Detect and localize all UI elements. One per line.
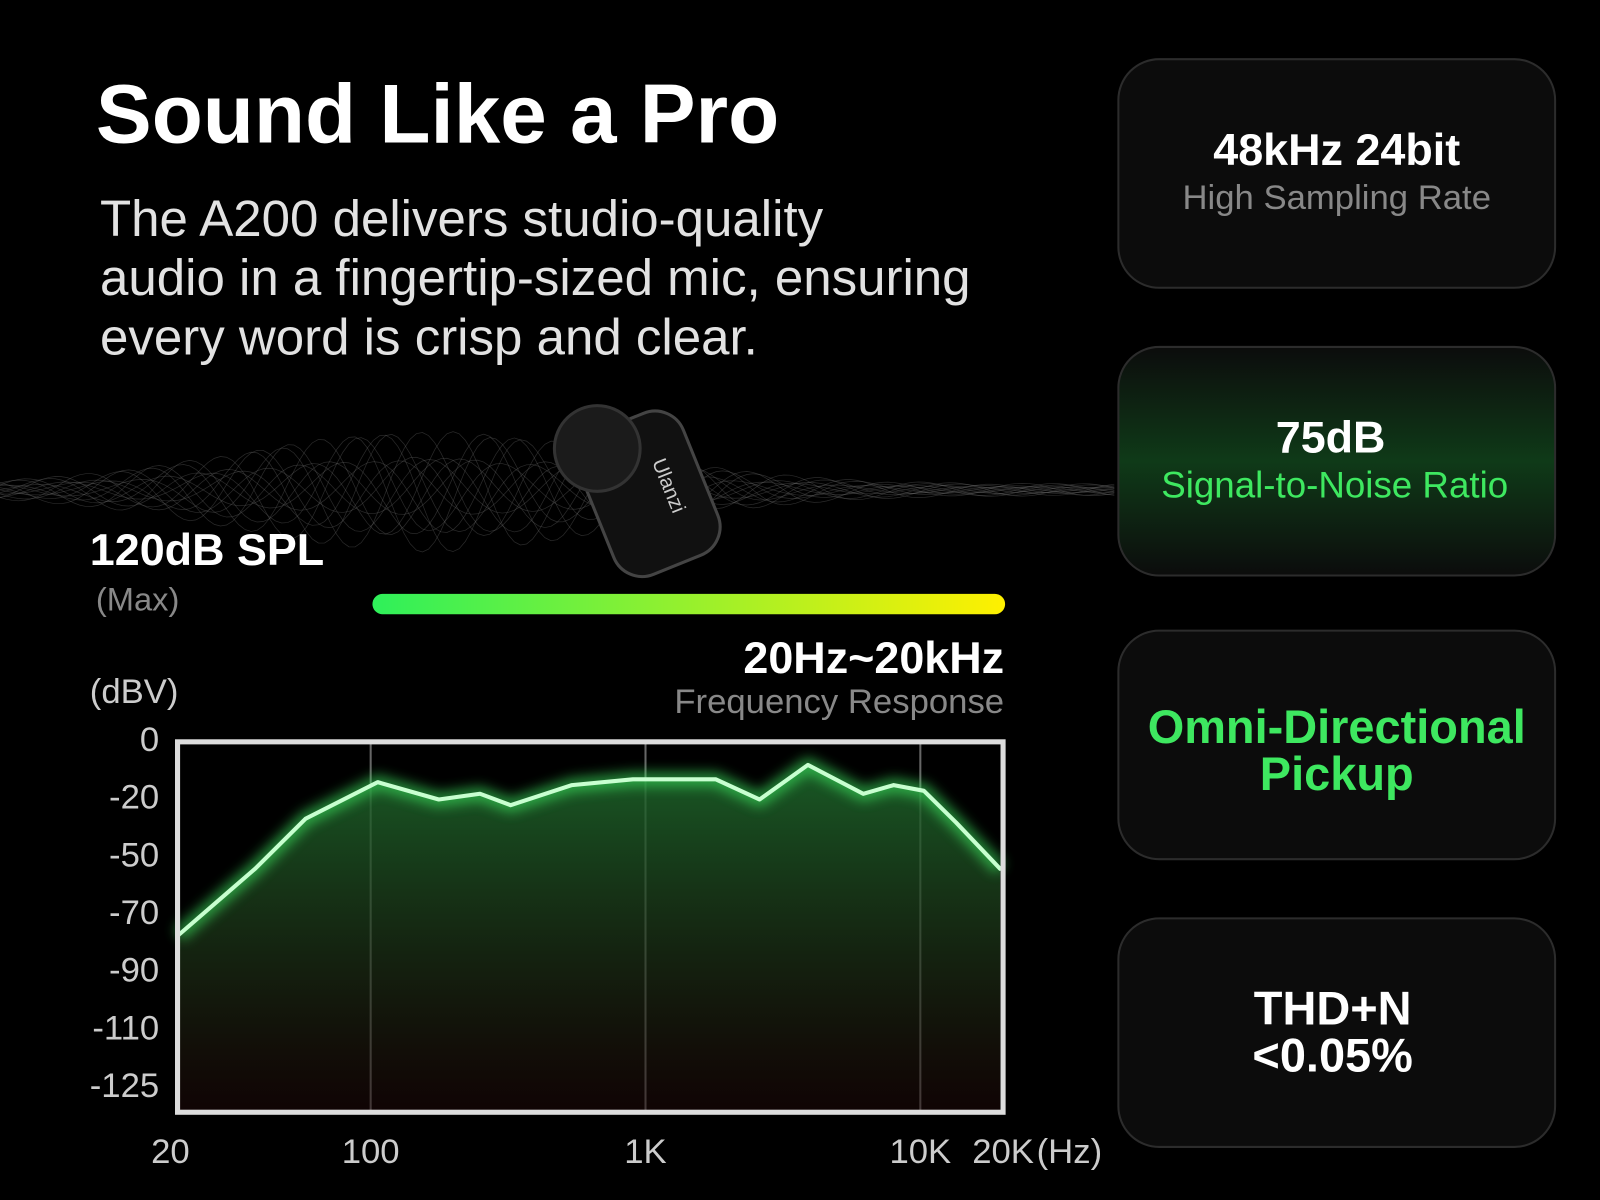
description-line: The A200 delivers studio-quality xyxy=(100,190,824,247)
plot-frame xyxy=(175,739,1006,1115)
title: Sound Like a Pro xyxy=(96,67,779,161)
mic-foam xyxy=(552,404,642,493)
wave-line xyxy=(0,451,1115,528)
spec-card xyxy=(1117,58,1557,289)
wave-line xyxy=(0,437,1115,539)
wave-line xyxy=(0,433,1115,542)
frequency-label: Frequency Response xyxy=(674,683,1004,721)
wave-line xyxy=(0,436,1115,553)
spec-value: 75dB xyxy=(1276,412,1386,463)
spec-card xyxy=(1117,345,1557,577)
spec-value: <0.05% xyxy=(1252,1030,1412,1082)
y-axis-unit: (dBV) xyxy=(90,673,179,711)
y-tick-label: -50 xyxy=(109,836,159,874)
spec-label: Signal-to-Noise Ratio xyxy=(1161,464,1508,505)
wave-line xyxy=(0,446,1115,533)
spec-card xyxy=(1117,917,1557,1148)
spec-value: Pickup xyxy=(1260,748,1414,800)
x-tick-label: 20 xyxy=(151,1133,190,1171)
wave-line xyxy=(0,444,1115,532)
spec-cards: 48kHz 24bit High Sampling Rate 75dB Sign… xyxy=(1117,58,1557,1148)
y-tick-label: -110 xyxy=(92,1009,159,1047)
spec-value: 48kHz 24bit xyxy=(1213,124,1460,175)
y-tick-label: 0 xyxy=(140,721,159,759)
y-tick-label: -20 xyxy=(109,779,159,817)
spec-value: Omni-Directional xyxy=(1148,701,1526,753)
wave-line xyxy=(0,439,1115,535)
spec-card xyxy=(1117,629,1557,861)
y-tick-label: -125 xyxy=(90,1067,159,1105)
x-tick-label: 100 xyxy=(342,1133,400,1171)
x-tick-label: 20K xyxy=(972,1133,1034,1171)
wave-line xyxy=(0,434,1115,544)
x-tick-label: 1K xyxy=(624,1133,666,1171)
spec-label: High Sampling Rate xyxy=(1182,179,1491,217)
description-line: audio in a fingertip-sized mic, ensuring xyxy=(100,249,971,306)
spl-note: (Max) xyxy=(96,581,179,618)
description-line: every word is crisp and clear. xyxy=(100,308,758,365)
y-tick-label: -70 xyxy=(109,894,159,932)
wave-line xyxy=(0,431,1115,546)
x-tick-label: 10K xyxy=(889,1133,951,1171)
range-bar xyxy=(372,593,1006,615)
line xyxy=(176,762,1003,938)
y-tick-label: -90 xyxy=(109,952,159,990)
wave-line xyxy=(0,437,1115,536)
microphone: Ulanzi xyxy=(552,404,722,579)
wave-line xyxy=(0,434,1115,552)
area xyxy=(178,764,1001,1113)
x-axis-unit: (Hz) xyxy=(1037,1133,1103,1171)
frequency-value: 20Hz~20kHz xyxy=(743,632,1004,683)
spl-value: 120dB SPL xyxy=(90,524,324,575)
spec-value: THD+N xyxy=(1254,983,1412,1035)
plot: 0 -20 -50 -70 -90 -110 -125 20 100 1K 10K 20K xyxy=(90,721,1034,1171)
